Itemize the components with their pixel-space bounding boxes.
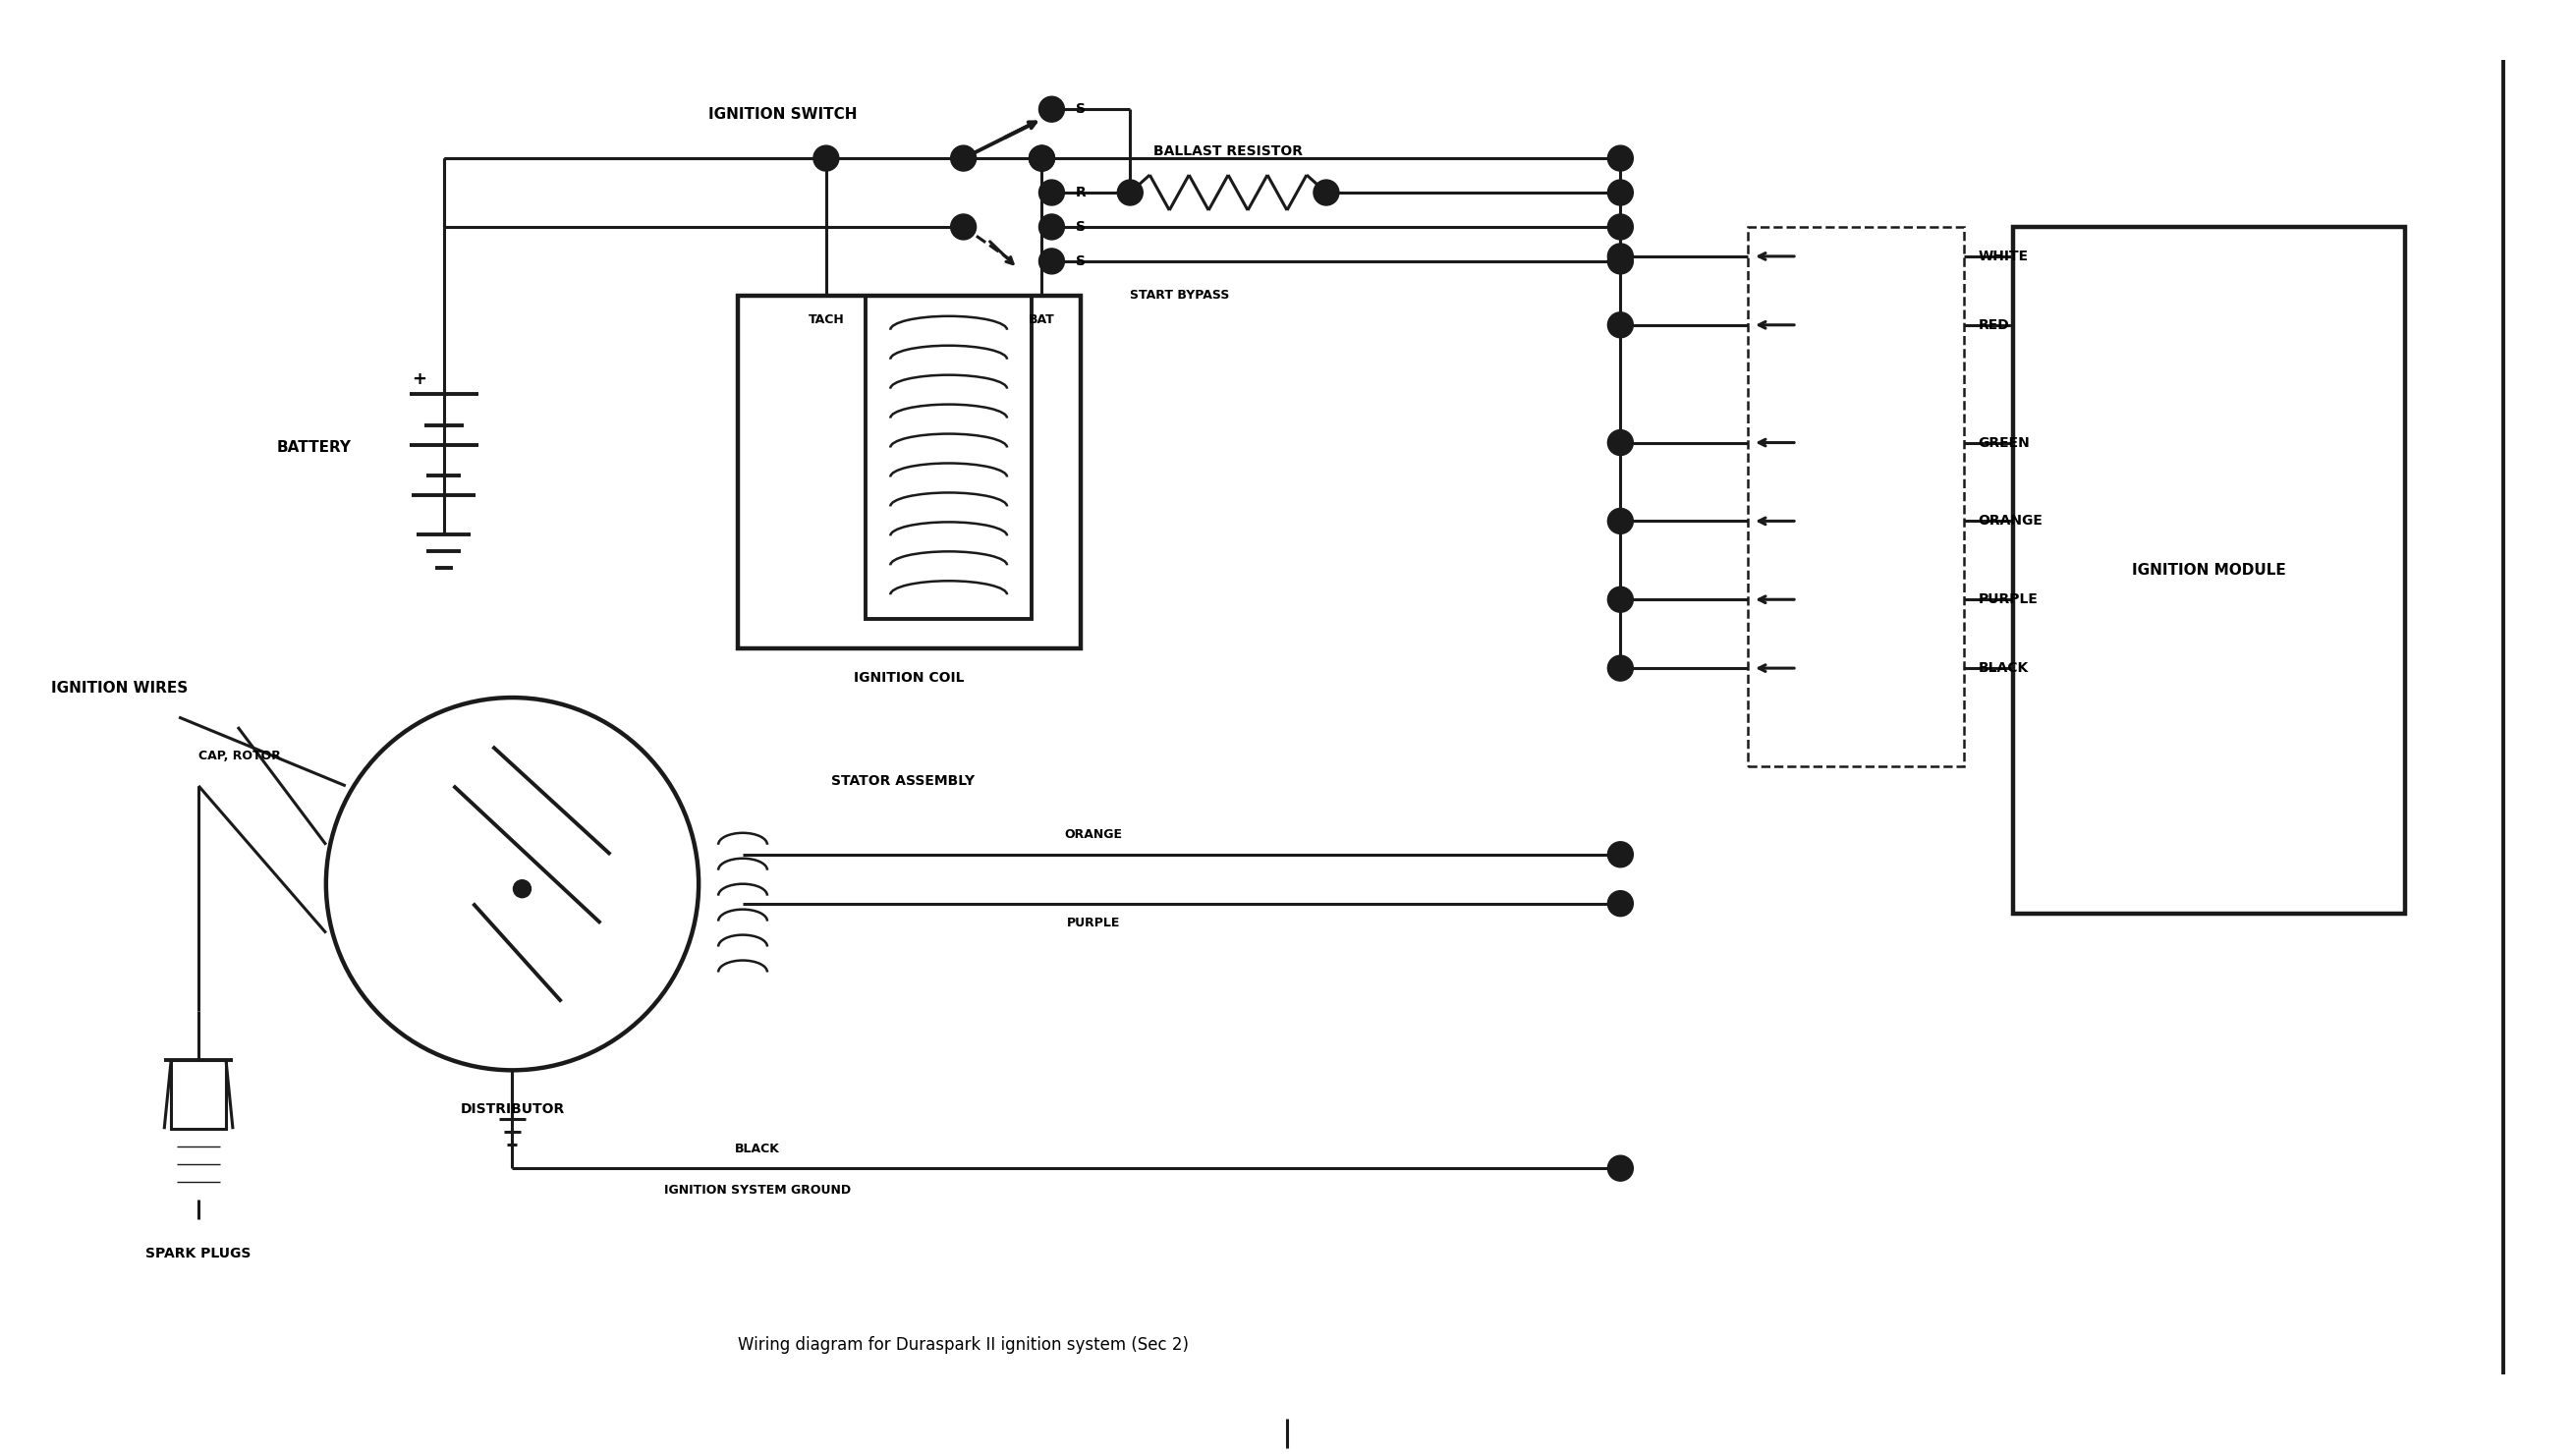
Text: BALLAST RESISTOR: BALLAST RESISTOR [1154,144,1303,158]
Circle shape [1607,313,1633,337]
Circle shape [1030,145,1054,172]
Text: RED: RED [1978,318,2009,332]
Bar [1749,227,1963,766]
Text: IGNITION SYSTEM GROUND: IGNITION SYSTEM GROUND [665,1184,850,1197]
Text: ORANGE: ORANGE [1978,515,2043,528]
Circle shape [1607,891,1633,916]
Text: GREEN: GREEN [1978,436,2030,449]
Text: PURPLE: PURPLE [1066,916,1121,929]
Circle shape [1038,96,1064,122]
Text: IGNITION WIRES: IGNITION WIRES [52,680,188,695]
Text: ORANGE: ORANGE [1064,829,1123,842]
Circle shape [1607,180,1633,205]
Text: STATOR ASSEMBLY: STATOR ASSEMBLY [832,774,974,788]
Text: PURPLE: PURPLE [1978,593,2038,606]
Text: IGNITION SWITCH: IGNITION SWITCH [708,106,858,122]
Text: BLACK: BLACK [1978,662,2030,675]
Circle shape [1607,587,1633,612]
Bar [170,1060,227,1130]
Text: S: S [1077,220,1087,234]
Circle shape [1607,509,1633,534]
Text: SPARK PLUGS: SPARK PLUGS [147,1246,252,1261]
Circle shape [513,880,531,897]
Bar [866,295,1033,619]
Circle shape [1607,145,1633,172]
Text: TACH: TACH [809,314,845,327]
Circle shape [1607,656,1633,680]
Bar [2012,227,2406,913]
Text: BAT: BAT [1028,314,1056,327]
Circle shape [1038,249,1064,273]
Circle shape [1038,214,1064,240]
Text: R: R [1077,186,1087,199]
Circle shape [814,145,840,172]
Circle shape [951,145,976,172]
Circle shape [951,214,976,240]
Circle shape [1314,180,1340,205]
Text: Wiring diagram for Duraspark II ignition system (Sec 2): Wiring diagram for Duraspark II ignition… [737,1336,1188,1354]
Circle shape [1607,249,1633,273]
Circle shape [1607,1156,1633,1181]
Circle shape [1118,180,1144,205]
Text: START BYPASS: START BYPASS [1131,289,1229,302]
Text: WHITE: WHITE [1978,250,2027,263]
Text: +: + [412,371,428,388]
Text: BLACK: BLACK [734,1143,781,1154]
Text: IGNITION COIL: IGNITION COIL [855,672,966,685]
Circle shape [1607,214,1633,240]
Circle shape [1607,244,1633,269]
Text: IGNITION MODULE: IGNITION MODULE [2133,563,2285,577]
Circle shape [1038,180,1064,205]
Text: CAP, ROTOR: CAP, ROTOR [198,750,281,763]
Circle shape [1030,145,1054,172]
Circle shape [1607,430,1633,455]
Text: S: S [1077,254,1087,268]
Circle shape [1607,842,1633,867]
Bar [737,295,1082,648]
Text: DISTRIBUTOR: DISTRIBUTOR [461,1102,564,1117]
Text: BATTERY: BATTERY [278,441,353,455]
Text: S: S [1077,102,1087,116]
